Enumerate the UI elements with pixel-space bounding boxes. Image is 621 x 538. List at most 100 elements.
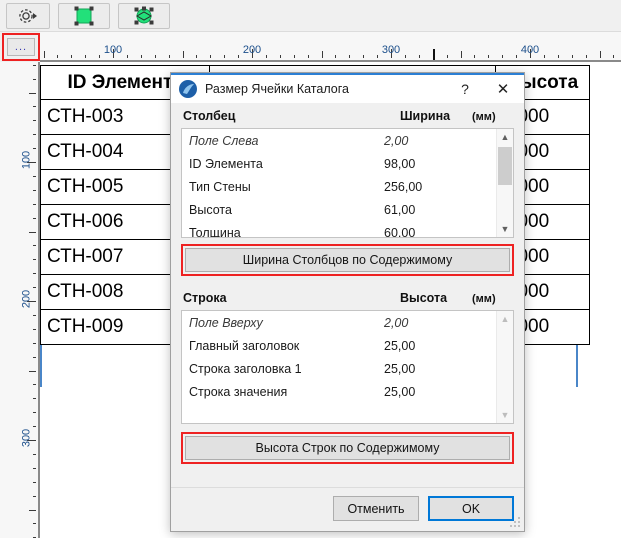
fit-column-width-button[interactable]: Ширина Столбцов по Содержимому bbox=[185, 248, 510, 272]
list-item[interactable]: Строка заголовка 1 25,00 bbox=[182, 357, 496, 380]
rows-value-header-label: Высота bbox=[400, 291, 448, 305]
ruler-tick bbox=[586, 55, 587, 58]
ruler-tick bbox=[33, 190, 36, 191]
ruler-tick bbox=[33, 315, 36, 316]
vertical-ruler[interactable]: 100 200 300 bbox=[0, 62, 40, 538]
ruler-tick bbox=[33, 134, 36, 135]
ruler-tick bbox=[266, 55, 267, 58]
ruler-tick bbox=[280, 55, 281, 58]
help-button[interactable]: ? bbox=[461, 81, 469, 97]
list-item[interactable]: Тип Стены 256,00 bbox=[182, 175, 496, 198]
columns-listbox[interactable]: Поле Слева 2,00 ID Элемента 98,00 Тип Стены 2… bbox=[181, 128, 514, 238]
ruler-tick bbox=[447, 55, 448, 58]
dialog-footer: Отменить OK bbox=[171, 487, 524, 531]
view-3d-button[interactable] bbox=[118, 2, 170, 29]
ruler-tick bbox=[127, 55, 128, 58]
dialog-title: Размер Ячейки Каталога bbox=[205, 82, 349, 96]
close-icon[interactable]: ✕ bbox=[496, 81, 510, 98]
scrollbar-thumb[interactable] bbox=[498, 147, 512, 185]
ruler-tick bbox=[57, 55, 58, 58]
ruler-tick bbox=[558, 55, 559, 58]
scroll-down-icon[interactable]: ▼ bbox=[500, 410, 510, 420]
ruler-tick bbox=[224, 55, 225, 58]
ruler-tick bbox=[322, 51, 323, 58]
ruler-tick bbox=[33, 79, 36, 80]
ruler-tick bbox=[27, 440, 36, 441]
green-cube-3d-icon bbox=[134, 6, 154, 24]
list-item-label: Строка значения bbox=[189, 384, 288, 399]
list-item-value: 25,00 bbox=[384, 384, 416, 399]
list-item[interactable]: Главный заголовок 25,00 bbox=[182, 334, 496, 357]
rows-listbox[interactable]: Поле Вверху 2,00 Главный заголовок 25,00 Стр… bbox=[181, 310, 514, 424]
ruler-tick bbox=[44, 51, 45, 58]
ruler-tick bbox=[461, 51, 462, 58]
ruler-tick bbox=[71, 55, 72, 58]
view-2d-button[interactable] bbox=[58, 2, 110, 29]
rows-scrollbar[interactable]: ▲ ▼ bbox=[496, 311, 513, 423]
ruler-tick bbox=[377, 55, 378, 58]
resize-grip[interactable] bbox=[510, 517, 522, 529]
dialog-title-bar[interactable]: Размер Ячейки Каталога ? ✕ bbox=[171, 73, 524, 103]
ruler-tick bbox=[29, 510, 36, 511]
columns-scrollbar[interactable]: ▲ ▼ bbox=[496, 129, 513, 237]
list-item-label: Поле Вверху bbox=[189, 315, 263, 330]
ruler-tick bbox=[349, 55, 350, 58]
list-item-label: Главный заголовок bbox=[189, 338, 300, 353]
list-item-value: 25,00 bbox=[384, 338, 416, 353]
ruler-label: 200 bbox=[20, 289, 32, 309]
gear-icon bbox=[19, 8, 37, 23]
ruler-tick bbox=[33, 426, 36, 427]
grip-dot bbox=[514, 525, 516, 527]
scroll-down-icon[interactable]: ▼ bbox=[500, 224, 510, 234]
ruler-tick bbox=[33, 398, 36, 399]
list-item[interactable]: Поле Вверху 2,00 bbox=[182, 311, 496, 334]
ruler-label: 300 bbox=[20, 428, 32, 448]
overflow-ellipsis-button[interactable]: ... bbox=[7, 38, 35, 56]
ruler-tick bbox=[33, 120, 36, 121]
ruler-tick bbox=[33, 523, 36, 524]
ruler-label: 100 bbox=[20, 150, 32, 170]
scroll-up-icon[interactable]: ▲ bbox=[500, 314, 510, 324]
ruler-tick bbox=[294, 55, 295, 58]
ruler-tick bbox=[169, 55, 170, 58]
ruler-tick bbox=[33, 287, 36, 288]
columns-list-header: Столбец Ширина (мм) bbox=[181, 103, 514, 128]
ruler-tick bbox=[488, 55, 489, 58]
grip-dot bbox=[518, 521, 520, 523]
rows-unit-label: (мм) bbox=[472, 293, 496, 305]
grip-dot bbox=[518, 525, 520, 527]
ruler-tick bbox=[99, 55, 100, 58]
ruler-tick bbox=[572, 55, 573, 58]
ruler-tick bbox=[600, 51, 601, 58]
list-item[interactable]: Поле Слева 2,00 bbox=[182, 129, 496, 152]
settings-gear-button[interactable] bbox=[6, 2, 50, 29]
ruler-tick bbox=[155, 55, 156, 58]
fit-row-height-button[interactable]: Высота Строк по Содержимому bbox=[185, 436, 510, 460]
ruler-tick bbox=[33, 343, 36, 344]
list-item[interactable]: Строка значения 25,00 bbox=[182, 380, 496, 403]
list-item[interactable]: ID Элемента 98,00 bbox=[182, 152, 496, 175]
grip-dot bbox=[518, 517, 520, 519]
green-square-2d-icon bbox=[74, 6, 94, 25]
ruler-tick bbox=[419, 55, 420, 58]
horizontal-ruler[interactable]: 100 200 300 400 bbox=[40, 32, 621, 62]
app-logo-icon bbox=[179, 80, 197, 98]
scroll-up-icon[interactable]: ▲ bbox=[500, 132, 510, 142]
ruler-tick bbox=[33, 496, 36, 497]
ruler-tick bbox=[613, 55, 614, 58]
ruler-tick bbox=[33, 176, 36, 177]
cancel-button[interactable]: Отменить bbox=[333, 496, 419, 521]
ruler-tick bbox=[33, 329, 36, 330]
catalog-cell-size-dialog[interactable]: Размер Ячейки Каталога ? ✕ Столбец Ширин… bbox=[170, 72, 525, 532]
ruler-tick bbox=[252, 49, 253, 58]
ruler-cursor-marker bbox=[433, 49, 435, 62]
ruler-tick bbox=[502, 55, 503, 58]
ruler-tick bbox=[33, 454, 36, 455]
list-item-label: Толщина bbox=[189, 225, 241, 238]
ruler-label: 400 bbox=[520, 44, 540, 56]
ruler-tick bbox=[29, 232, 36, 233]
ruler-label: 300 bbox=[381, 44, 401, 56]
ok-button[interactable]: OK bbox=[428, 496, 514, 521]
list-item[interactable]: Толщина 60,00 bbox=[182, 221, 496, 238]
list-item[interactable]: Высота 61,00 bbox=[182, 198, 496, 221]
